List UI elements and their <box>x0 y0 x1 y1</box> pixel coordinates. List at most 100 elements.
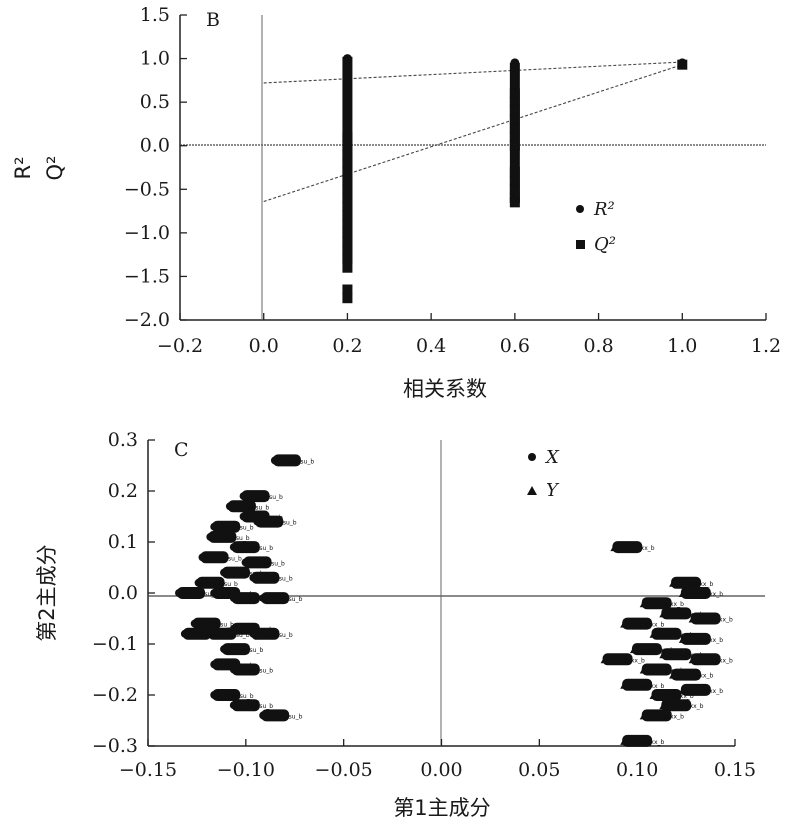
panel-b-y-axis-label: R² Q² <box>11 156 67 181</box>
point-Y <box>669 577 680 587</box>
point-blob-X <box>182 627 211 640</box>
x-tick-label: 0.8 <box>583 335 613 357</box>
point-label: Ruusu_b <box>248 545 273 552</box>
point-label: Ruusu_b <box>248 668 273 675</box>
point-blob-X <box>241 490 270 503</box>
point-Q² <box>342 245 353 256</box>
point-blob-X <box>222 566 251 579</box>
point-R² <box>342 71 352 81</box>
point-Y <box>610 542 621 552</box>
point-X <box>259 711 268 720</box>
point-Q² <box>342 193 353 203</box>
point-Y <box>678 684 689 694</box>
point-Q² <box>509 197 520 208</box>
point-label: Ruusu_b <box>224 632 249 639</box>
point-blob-Y <box>661 607 692 620</box>
point-blob-X <box>251 627 280 640</box>
point-label: Rxxxx_b <box>659 713 684 720</box>
point-X <box>210 691 219 699</box>
point-X <box>259 594 268 603</box>
point-X <box>249 629 258 638</box>
point-label: Ruusu_b <box>258 494 283 501</box>
point-label: Ruusu_b <box>271 520 296 527</box>
point-X <box>194 578 203 587</box>
point-label: Rxxxx_b <box>659 601 684 608</box>
point-label: Ruusu_b <box>224 535 249 542</box>
point-Y <box>678 588 689 597</box>
point-R² <box>342 62 352 72</box>
y-tick-label: −0.3 <box>92 735 138 757</box>
point-blob-Y <box>631 643 662 656</box>
point-blob-X <box>227 500 256 513</box>
y-tick-label: −1.5 <box>124 265 170 287</box>
regression-line <box>263 64 683 203</box>
point-R² <box>342 115 352 125</box>
x-tick-label: 1.2 <box>751 335 781 357</box>
x-tick-label: 0.00 <box>420 759 462 781</box>
point-X <box>175 589 184 597</box>
point-blob-Y <box>622 678 653 691</box>
point-Q² <box>342 236 353 247</box>
point-label: Rxxxx_b <box>688 581 713 588</box>
point-Y <box>649 690 660 699</box>
panel-b-y-axis-label-r2: R² <box>11 156 35 179</box>
point-label: Rxxxx_b <box>669 632 694 639</box>
legend-marker-y <box>527 486 537 495</box>
point-label: Rxxxx_b <box>639 739 664 746</box>
point-label: Rxxxx_b <box>698 688 723 695</box>
y-tick-label: 0.5 <box>140 91 170 113</box>
point-Y <box>639 710 650 720</box>
point-label: Rxxxx_b <box>620 657 645 664</box>
point-label: Ruusu_b <box>244 504 269 511</box>
x-tick-label: 0.6 <box>500 335 530 357</box>
point-Q² <box>342 132 353 142</box>
point-blob-Y <box>680 632 711 645</box>
point-X <box>239 492 248 501</box>
point-Q² <box>342 184 353 195</box>
point-Y <box>678 633 689 643</box>
point-label: Ruusu_b <box>228 525 253 532</box>
legend-label-r2: R² <box>593 199 615 220</box>
point-label: Ruusu_b <box>248 703 273 710</box>
panel-c-x-ticks: −0.15 −0.10 −0.05 0.00 0.05 0.10 0.15 <box>119 739 756 781</box>
x-tick-label: −0.10 <box>217 759 275 781</box>
x-tick-label: 0.15 <box>714 759 756 781</box>
point-R² <box>510 80 520 90</box>
point-Q² <box>342 227 353 238</box>
y-tick-label: 0.1 <box>108 531 138 553</box>
point-blob-Y <box>661 648 692 661</box>
panel-c-legend: X Y <box>527 447 560 501</box>
point-X <box>198 553 207 562</box>
point-label: Ruusu_b <box>238 647 263 654</box>
y-tick-label: 0.3 <box>108 429 138 451</box>
point-label: Ruusu_b <box>267 632 292 639</box>
x-tick-label: 0.0 <box>249 335 279 357</box>
point-X <box>225 502 234 511</box>
point-Y <box>629 644 640 654</box>
y-tick-label: −2.0 <box>124 309 170 331</box>
point-label: Rxxxx_b <box>688 673 713 680</box>
legend-marker-q2 <box>576 240 585 249</box>
y-tick-label: −1.0 <box>124 222 170 244</box>
panel-b-regression-lines <box>263 61 683 203</box>
point-Q² <box>342 201 353 212</box>
panel-b-x-ticks: −0.2 0.0 0.2 0.4 0.6 0.8 1.0 1.2 <box>157 313 781 357</box>
point-X <box>241 558 250 567</box>
point-Q² <box>509 123 520 134</box>
point-Q² <box>342 254 353 264</box>
legend-marker-r2 <box>576 205 584 213</box>
point-blob-X <box>212 520 241 533</box>
point-blob-X <box>208 530 237 543</box>
x-tick-label: 0.4 <box>416 335 446 357</box>
point-blob-Y <box>612 541 643 554</box>
point-blob-X <box>196 576 225 589</box>
point-Q² <box>509 132 520 142</box>
point-Y <box>639 664 650 674</box>
x-tick-label: 0.05 <box>518 759 560 781</box>
point-blob-Y <box>690 653 721 666</box>
point-blob-Y <box>680 587 711 599</box>
point-Q² <box>342 293 353 304</box>
point-blob-Y <box>641 597 672 610</box>
x-tick-label: −0.05 <box>315 759 373 781</box>
point-X <box>180 629 189 638</box>
